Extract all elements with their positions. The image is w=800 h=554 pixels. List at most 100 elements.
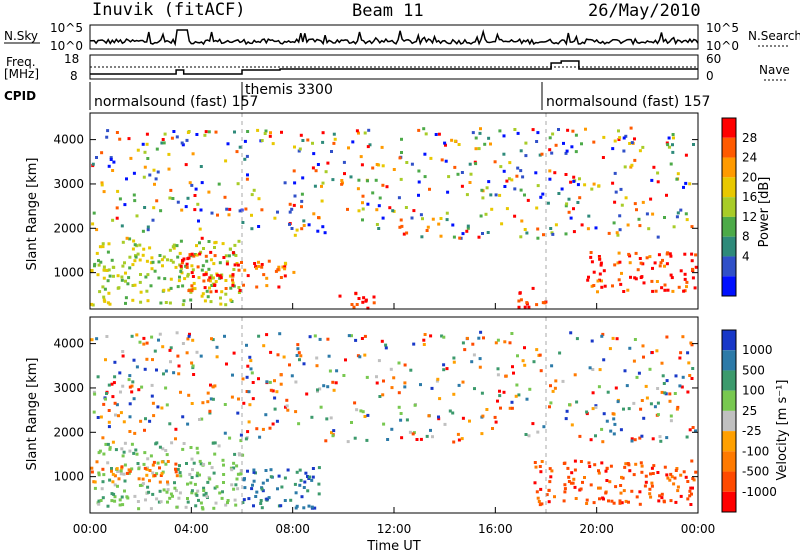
power-cell-821: [578, 196, 582, 200]
power-cell-763: [405, 161, 409, 164]
velocity-cell-923: [510, 400, 514, 404]
velocity-cell-902: [531, 422, 535, 426]
power-cell-456: [452, 235, 456, 239]
velocity-cell-735: [132, 358, 136, 362]
power-cell-608: [513, 128, 517, 131]
velocity-cell-8: [221, 490, 224, 494]
xtick-label-6: 00:00: [681, 522, 716, 536]
power-cell-260: [257, 264, 261, 268]
power-cell-524: [290, 227, 294, 230]
velocity-cell-280: [269, 468, 273, 472]
velocity-cell-114: [189, 446, 193, 449]
power-cell-686: [439, 234, 443, 238]
velocity-cell-654: [471, 342, 475, 346]
power-cell-476: [106, 129, 110, 133]
power-cell-758: [332, 132, 336, 136]
power-cell-66: [97, 259, 100, 263]
power-cell-749: [399, 177, 403, 181]
power-cell-533: [203, 133, 207, 137]
velocity-cell-421: [570, 471, 574, 475]
power-cell-386: [651, 266, 654, 270]
power-cell-672: [519, 235, 523, 239]
power-cell-30: [169, 277, 173, 281]
power-cell-707: [672, 225, 676, 229]
power-cell-454: [423, 175, 427, 179]
velocity-cell-777: [452, 360, 456, 364]
velocity-cell-563: [112, 381, 116, 385]
velocity-cell-218: [145, 467, 149, 471]
power-cell-867: [490, 207, 494, 211]
power-cell-718: [180, 141, 184, 145]
power-cell-75: [207, 240, 211, 243]
velocity-cell-287: [259, 502, 263, 505]
velocity-cell-34: [106, 461, 110, 465]
velocity-cell-788: [350, 421, 353, 424]
velocity-cell-543: [491, 427, 494, 430]
velocity-cell-693: [448, 409, 452, 413]
velocity-cell-920: [619, 428, 623, 432]
power-cell-870: [245, 154, 249, 158]
velocity-cell-126: [155, 497, 159, 501]
velocity-cell-639: [674, 374, 678, 378]
power-cell-238: [196, 265, 200, 269]
power-cell-683: [191, 152, 195, 156]
velocity-cell-84: [122, 472, 126, 476]
velocity-cell-866: [415, 438, 419, 441]
velocity-cell-808: [288, 363, 291, 367]
power-cell-453: [592, 140, 596, 144]
power-cell-503: [453, 165, 457, 169]
velocity-cell-90: [233, 452, 237, 456]
velocity-cell-845: [616, 400, 620, 404]
velocity-cell-771: [452, 356, 456, 360]
velocity-cell-274: [250, 487, 254, 491]
power-cell-496: [546, 201, 550, 205]
velocity-cell-26: [190, 457, 194, 461]
power-cell-889: [132, 171, 136, 175]
power-cell-132: [167, 288, 171, 292]
power-cell-224: [237, 268, 241, 272]
velocity-cell-117: [144, 498, 147, 502]
power-cell-724: [479, 214, 483, 218]
velocity-cell-739: [140, 385, 144, 389]
velocity-cell-167: [98, 449, 102, 453]
velocity-cell-577: [143, 367, 147, 371]
power-cell-826: [569, 216, 573, 220]
power-cell-362: [665, 262, 669, 266]
power-cell-160: [102, 276, 106, 280]
velocity-cell-541: [330, 431, 333, 435]
velocity-cell-483: [153, 349, 157, 353]
power-cell-305: [517, 305, 521, 309]
power-cell-198: [204, 271, 208, 275]
velocity-cell-4: [102, 452, 106, 456]
velocity-cell-376: [688, 489, 692, 493]
velocity-cell-836: [230, 395, 234, 399]
velocity-cell-268: [254, 495, 258, 498]
power-cell-471: [536, 227, 540, 231]
velocity-cell-634: [635, 375, 639, 379]
power-colorbar-tick-5: 8: [742, 230, 750, 244]
power-cell-582: [238, 145, 242, 149]
velocity-cell-200: [159, 474, 163, 477]
velocity-cell-125: [205, 495, 209, 498]
power-cell-445: [633, 158, 637, 162]
power-cell-571: [161, 138, 165, 141]
power-cell-766: [400, 151, 403, 154]
velocity-cell-580: [602, 412, 606, 416]
velocity-cell-792: [128, 374, 132, 378]
velocity-cell-508: [242, 401, 246, 405]
power-cell-797: [429, 156, 433, 160]
power-cell-393: [655, 280, 659, 283]
power-cell-19: [201, 264, 205, 268]
velocity-cell-443: [634, 462, 638, 466]
velocity-cell-796: [275, 390, 279, 394]
power-cell-182: [195, 253, 199, 257]
xtick-label-3: 12:00: [377, 522, 412, 536]
power-cell-701: [671, 133, 675, 136]
velocity-cell-163: [208, 461, 212, 465]
velocity-cell-165: [123, 479, 127, 483]
power-cell-721: [481, 232, 484, 235]
velocity-cell-277: [306, 475, 309, 478]
power-cell-528: [656, 235, 660, 239]
power-cell-202: [213, 254, 217, 258]
